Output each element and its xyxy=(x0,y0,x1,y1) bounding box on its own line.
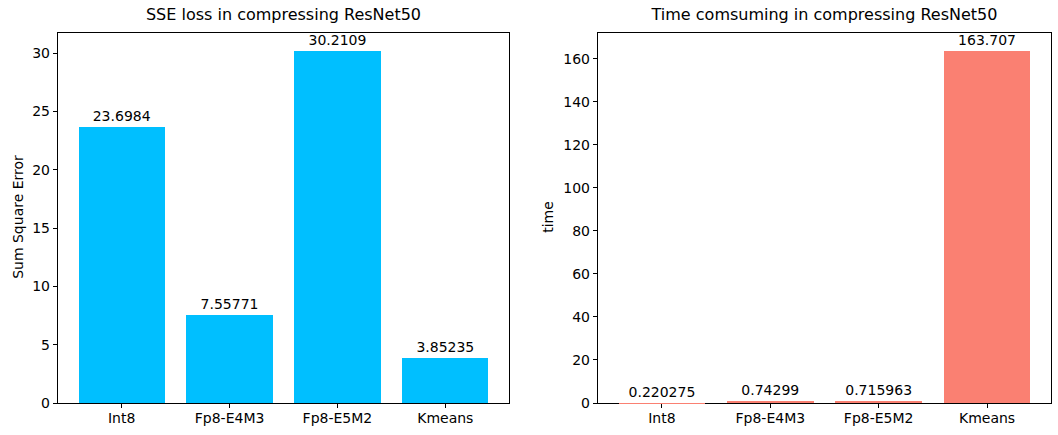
x-tick-mark xyxy=(229,404,230,408)
x-tick-mark xyxy=(337,404,338,408)
y-tick-label: 120 xyxy=(563,137,590,153)
y-tick-mark xyxy=(593,187,597,188)
y-tick-mark xyxy=(593,403,597,404)
y-tick-label: 160 xyxy=(563,51,590,67)
bar xyxy=(79,127,165,403)
bar-value-label: 3.85235 xyxy=(416,339,474,355)
y-tick-label: 30 xyxy=(32,45,50,61)
y-tick-label: 20 xyxy=(32,162,50,178)
y-tick-mark xyxy=(53,344,57,345)
y-tick-mark xyxy=(593,316,597,317)
bar xyxy=(835,401,922,403)
x-tick-mark xyxy=(445,404,446,408)
y-tick-label: 140 xyxy=(563,94,590,110)
y-tick-mark xyxy=(593,359,597,360)
bar-value-label: 30.2109 xyxy=(308,32,366,48)
y-tick-label: 25 xyxy=(32,103,50,119)
y-tick-mark xyxy=(593,58,597,59)
y-tick-mark xyxy=(53,111,57,112)
x-tick-mark xyxy=(121,404,122,408)
y-tick-mark xyxy=(593,144,597,145)
bar-value-label: 0.74299 xyxy=(741,382,799,398)
bar-value-label: 0.715963 xyxy=(845,382,912,398)
bar-value-label: 163.707 xyxy=(958,32,1016,48)
figure-time: Time comsuming in compressing ResNet50 t… xyxy=(529,0,1058,435)
y-tick-mark xyxy=(53,286,57,287)
figure-canvas: SSE loss in compressing ResNet50 Sum Squ… xyxy=(0,0,1058,435)
y-tick-label: 0 xyxy=(581,395,590,411)
y-tick-mark xyxy=(53,228,57,229)
y-tick-label: 0 xyxy=(41,395,50,411)
x-tick-label: Fp8-E5M2 xyxy=(303,410,373,426)
y-tick-label: 20 xyxy=(572,352,590,368)
x-tick-label: Fp8-E4M3 xyxy=(195,410,265,426)
x-tick-mark xyxy=(878,404,879,408)
x-tick-label: Kmeans xyxy=(417,410,473,426)
x-tick-label: Fp8-E4M3 xyxy=(735,410,805,426)
y-tick-label: 60 xyxy=(572,266,590,282)
bar xyxy=(727,401,814,403)
x-tick-mark xyxy=(987,404,988,408)
x-tick-label: Int8 xyxy=(648,410,675,426)
chart-title-time: Time comsuming in compressing ResNet50 xyxy=(597,4,1052,26)
bar xyxy=(402,358,488,403)
y-tick-mark xyxy=(593,230,597,231)
y-tick-label: 5 xyxy=(41,337,50,353)
plot-area-sse: 05101520253023.6984Int87.55771Fp8-E4M330… xyxy=(57,32,510,404)
y-tick-label: 100 xyxy=(563,180,590,196)
bar-value-label: 0.220275 xyxy=(629,384,696,400)
x-tick-label: Fp8-E5M2 xyxy=(844,410,914,426)
y-tick-mark xyxy=(593,273,597,274)
y-tick-label: 15 xyxy=(32,220,50,236)
figure-sse-loss: SSE loss in compressing ResNet50 Sum Squ… xyxy=(0,0,529,435)
y-tick-label: 10 xyxy=(32,278,50,294)
y-axis-label-sse: Sum Square Error xyxy=(11,155,25,279)
plot-area-time: 0204060801001201401600.220275Int80.74299… xyxy=(597,32,1052,404)
y-tick-label: 40 xyxy=(572,309,590,325)
bar-value-label: 23.6984 xyxy=(93,108,151,124)
x-tick-label: Kmeans xyxy=(959,410,1015,426)
y-tick-mark xyxy=(593,101,597,102)
bar-value-label: 7.55771 xyxy=(201,296,259,312)
y-tick-mark xyxy=(53,53,57,54)
bar xyxy=(294,51,380,403)
x-tick-mark xyxy=(770,404,771,408)
y-tick-mark xyxy=(53,403,57,404)
x-tick-label: Int8 xyxy=(108,410,135,426)
chart-title-sse: SSE loss in compressing ResNet50 xyxy=(57,4,510,26)
bar xyxy=(186,315,272,403)
y-axis-label-time: time xyxy=(541,201,555,233)
x-tick-mark xyxy=(661,404,662,408)
y-tick-mark xyxy=(53,169,57,170)
y-tick-label: 80 xyxy=(572,223,590,239)
bar xyxy=(944,51,1031,403)
